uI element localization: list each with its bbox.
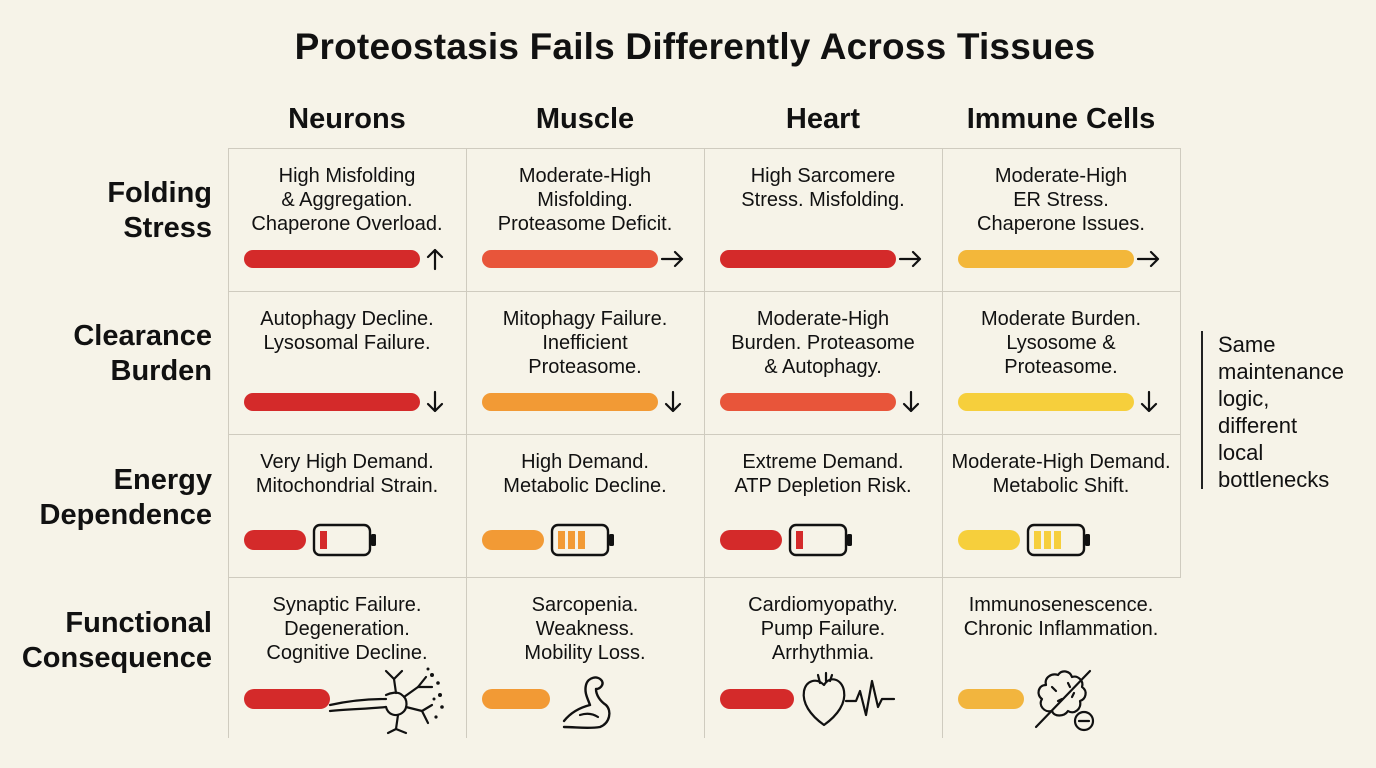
arrow-right-icon [1136,250,1160,268]
cell-text: Cardiomyopathy. Pump Failure. Arrhythmia… [748,594,898,664]
grid-line-col-3 [942,148,943,738]
cell-text: Very High Demand. Mitochondrial Strain. [255,451,439,497]
cell-text: Moderate-High ER Stress. Chaperone Issue… [977,165,1145,235]
neuron-icon [328,667,444,735]
cell-text: Sarcopenia. Weakness. Mobility Loss. [524,594,646,664]
battery-tip [609,534,614,546]
severity-bar [482,689,550,709]
arrow-right-icon [660,250,684,268]
severity-bar [720,250,896,268]
cell-text: Moderate-High Demand. Metabolic Shift. [951,451,1171,497]
severity-bar [958,689,1024,709]
row-header-clearance-burden: Clearance Burden [73,320,212,387]
severity-bar [482,530,544,550]
battery-body [1026,523,1086,557]
cell-text: Autophagy Decline. Lysosomal Failure. [260,308,434,354]
cell-text: Mitophagy Failure. Inefficient Proteasom… [502,308,668,378]
battery-level-segment [568,531,575,549]
row-header-folding-stress: Folding Stress [107,177,212,244]
severity-bar [244,530,306,550]
cell-function-muscle: Sarcopenia. Weakness. Mobility Loss. [466,577,704,730]
row-header-energy-dependence: Energy Dependence [39,464,212,531]
battery-icon [550,523,614,557]
page-title: Proteostasis Fails Differently Across Ti… [294,26,1096,67]
cell-clearance-muscle: Mitophagy Failure. Inefficient Proteasom… [466,291,704,434]
sidenote-divider [1201,331,1203,489]
severity-bar [482,250,658,268]
battery-body [550,523,610,557]
grid-line-col-2 [704,148,705,738]
sidenote: Same maintenance logic, different local … [1218,332,1344,492]
cell-folding-heart: High Sarcomere Stress. Misfolding. [704,148,942,291]
cell-folding-neurons: High Misfolding & Aggregation. Chaperone… [228,148,466,291]
battery-tip [847,534,852,546]
battery-icon [788,523,852,557]
column-header-neurons: Neurons [288,103,406,135]
cell-text: High Demand. Metabolic Decline. [503,451,667,497]
battery-level-segment [1054,531,1061,549]
arrow-up-icon [426,248,444,271]
severity-bar [244,689,330,709]
cell-function-neurons: Synaptic Failure. Degeneration. Cognitiv… [228,577,466,735]
cell-text: High Sarcomere Stress. Misfolding. [741,165,905,211]
cell-text: Moderate-High Burden. Proteasome & Autop… [731,308,915,378]
battery-tip [371,534,376,546]
arrow-down-icon [902,390,920,413]
cell-clearance-neurons: Autophagy Decline. Lysosomal Failure. [228,291,466,434]
cell-function-heart: Cardiomyopathy. Pump Failure. Arrhythmia… [704,577,942,727]
cell-folding-muscle: Moderate-High Misfolding. Proteasome Def… [466,148,704,291]
cell-text: Immunosenescence. Chronic Inflammation. [963,594,1159,640]
cell-text: Moderate Burden. Lysosome & Proteasome. [980,308,1142,378]
cell-folding-immune: Moderate-High ER Stress. Chaperone Issue… [942,148,1180,291]
cell-energy-muscle: High Demand. Metabolic Decline. [466,434,704,577]
column-header-heart: Heart [785,103,861,135]
cell-text: Synaptic Failure. Degeneration. Cognitiv… [266,594,428,664]
battery-body [312,523,372,557]
arrow-down-icon [426,390,444,413]
battery-level-segment [558,531,565,549]
battery-level-segment [1034,531,1041,549]
battery-level-segment [796,531,803,549]
arrow-down-icon [664,390,682,413]
cell-text: Moderate-High Misfolding. Proteasome Def… [497,165,673,235]
cell-text: Extreme Demand. ATP Depletion Risk. [734,451,912,497]
severity-bar [244,250,420,268]
grid-line-col-4 [1180,148,1181,578]
severity-bar [720,393,896,411]
cell-text: High Misfolding & Aggregation. Chaperone… [251,165,443,235]
severity-bar [482,393,658,411]
column-header-immune-cells: Immune Cells [966,103,1156,135]
flexed-arm-icon [562,676,611,730]
column-header-muscle: Muscle [535,103,635,135]
cell-energy-immune: Moderate-High Demand. Metabolic Shift. [942,434,1180,577]
arrow-right-icon [898,250,922,268]
grid-line-col-1 [466,148,467,738]
severity-bar [720,530,782,550]
cell-energy-heart: Extreme Demand. ATP Depletion Risk. [704,434,942,577]
battery-icon [312,523,376,557]
cell-clearance-heart: Moderate-High Burden. Proteasome & Autop… [704,291,942,434]
severity-bar [958,393,1134,411]
severity-bar [244,393,420,411]
cell-clearance-immune: Moderate Burden. Lysosome & Proteasome. [942,291,1180,434]
battery-level-segment [320,531,327,549]
arrow-down-icon [1140,390,1158,413]
cell-energy-neurons: Very High Demand. Mitochondrial Strain. [228,434,466,577]
battery-tip [1085,534,1090,546]
heart-ecg-icon [802,671,896,727]
immune-cell-crossed-icon [1034,669,1095,732]
battery-body [788,523,848,557]
severity-bar [958,250,1134,268]
severity-bar [720,689,794,709]
battery-icon [1026,523,1090,557]
cell-function-immune: Immunosenescence. Chronic Inflammation. [942,577,1180,732]
grid-line-col-0 [228,148,229,738]
severity-bar [958,530,1020,550]
battery-level-segment [578,531,585,549]
row-header-functional-consequence: Functional Consequence [21,607,212,674]
battery-level-segment [1044,531,1051,549]
